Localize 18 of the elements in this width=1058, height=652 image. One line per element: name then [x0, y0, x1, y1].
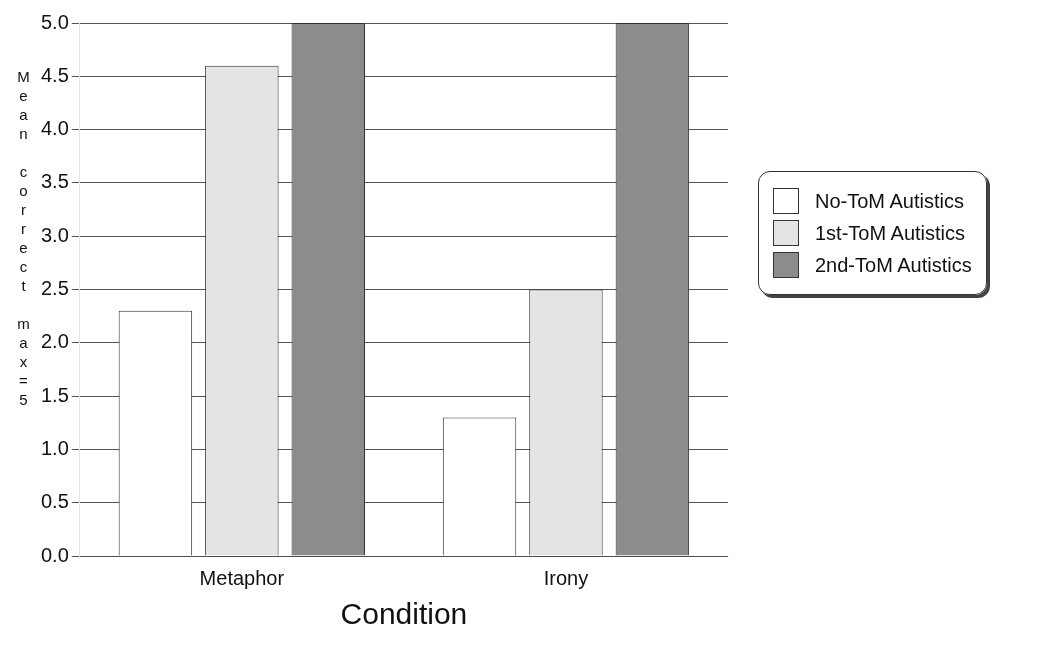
y-tick-label: 1.0 [40, 436, 69, 459]
legend-label: No-ToM Autistics [815, 189, 964, 213]
y-tick-label: 4.0 [40, 117, 69, 140]
y-tick-label: 1.5 [40, 383, 69, 406]
y-tick-label: 2.0 [40, 330, 69, 353]
y-tick-label: 5.0 [40, 10, 69, 33]
x-tick-label: Metaphor [199, 566, 285, 589]
legend-label: 1st-ToM Autistics [815, 221, 966, 245]
y-tick-label: 2.5 [40, 277, 69, 300]
y-tick-label: 0.0 [40, 543, 69, 566]
x-tick-label: Irony [543, 566, 589, 589]
legend-label: 2nd-ToM Autistics [815, 253, 972, 277]
y-tick-label: 4.5 [40, 63, 69, 86]
y-axis-title: Mean correct max=5 [14, 68, 33, 410]
x-axis-title: Condition [340, 597, 468, 631]
y-tick-label: 3.5 [40, 170, 69, 193]
y-tick-label: 0.5 [40, 490, 69, 513]
y-tick-label: 3.0 [40, 223, 69, 246]
